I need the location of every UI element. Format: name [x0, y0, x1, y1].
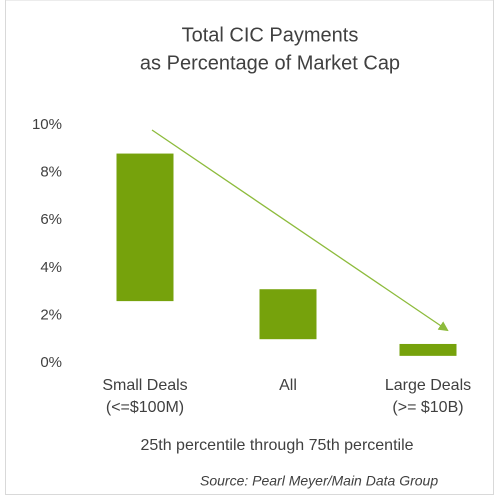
x-tick-label: Small Deals	[102, 377, 187, 394]
bar	[259, 289, 317, 340]
y-tick-label: 4%	[40, 259, 62, 276]
y-tick-label: 2%	[40, 306, 62, 323]
chart-title: as Percentage of Market Cap	[140, 52, 400, 74]
y-tick-label: 8%	[40, 164, 62, 181]
trend-arrow	[151, 129, 449, 332]
bar	[399, 343, 457, 356]
x-tick-label: All	[279, 377, 297, 394]
y-tick-label: 0%	[40, 354, 62, 371]
x-tick-label: (<=$100M)	[106, 399, 184, 416]
bar	[116, 153, 174, 302]
chart-title: Total CIC Payments	[182, 24, 359, 46]
y-tick-label: 6%	[40, 211, 62, 228]
x-axis-label: 25th percentile through 75th percentile	[140, 437, 413, 454]
x-tick-label: Large Deals	[385, 377, 471, 394]
source-note: Source: Pearl Meyer/Main Data Group	[200, 473, 438, 489]
y-tick-label: 10%	[32, 116, 62, 133]
x-tick-label: (>= $10B)	[392, 399, 463, 416]
